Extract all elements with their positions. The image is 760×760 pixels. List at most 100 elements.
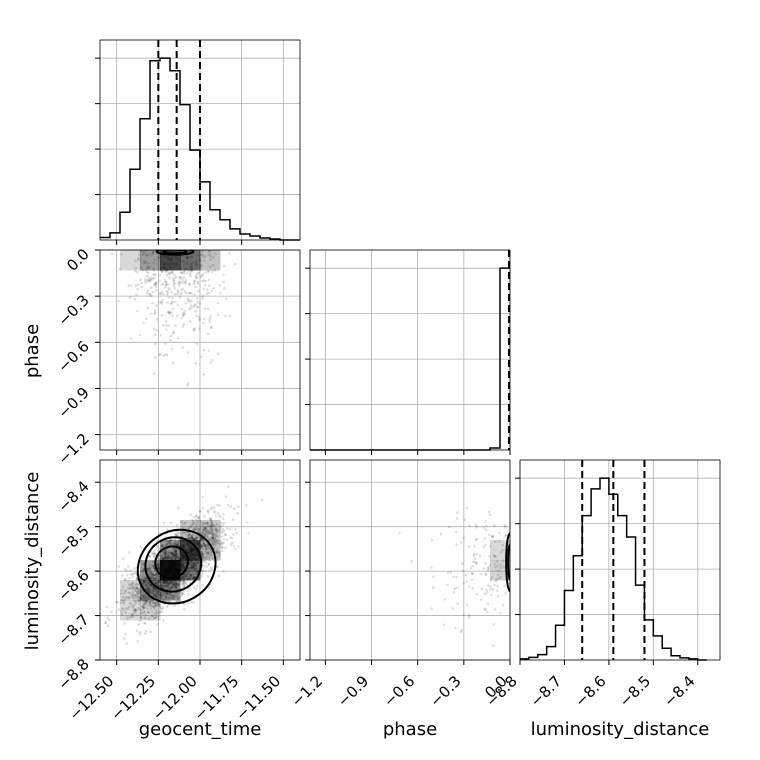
- scatter-point: [174, 553, 178, 557]
- scatter-point: [141, 253, 144, 256]
- scatter-point: [152, 579, 156, 582]
- scatter-point: [164, 540, 168, 543]
- scatter-point: [144, 317, 148, 321]
- scatter-point: [135, 592, 139, 595]
- scatter-point: [174, 583, 177, 587]
- scatter-point: [181, 314, 185, 317]
- scatter-point: [202, 560, 206, 563]
- scatter-point: [162, 354, 165, 358]
- scatter-point: [170, 586, 173, 589]
- scatter-point: [123, 622, 127, 625]
- scatter-point: [483, 592, 487, 595]
- scatter-point: [120, 253, 123, 256]
- scatter-point: [222, 280, 225, 284]
- scatter-point: [451, 607, 455, 610]
- scatter-point: [187, 382, 190, 385]
- scatter-point: [176, 542, 180, 546]
- scatter-point: [202, 259, 206, 263]
- scatter-point: [194, 309, 197, 313]
- scatter-point: [142, 610, 146, 614]
- scatter-point: [496, 584, 499, 588]
- scatter-point: [164, 554, 167, 558]
- scatter-point: [147, 253, 151, 256]
- scatter-point: [208, 569, 211, 572]
- scatter-point: [175, 553, 178, 557]
- scatter-point: [484, 562, 487, 565]
- scatter-point: [195, 537, 199, 541]
- scatter-point: [144, 267, 148, 271]
- scatter-point: [143, 575, 146, 579]
- scatter-point: [155, 581, 159, 584]
- scatter-point: [151, 573, 155, 577]
- scatter-point: [130, 593, 133, 597]
- scatter-point: [140, 611, 143, 615]
- scatter-point: [152, 555, 156, 559]
- scatter-point: [193, 279, 196, 283]
- scatter-point: [431, 586, 435, 589]
- scatter-point: [147, 560, 150, 564]
- scatter-point: [198, 509, 202, 513]
- scatter-point: [134, 600, 138, 603]
- scatter-point: [491, 644, 495, 648]
- scatter-point: [124, 596, 128, 599]
- scatter-point: [131, 584, 134, 588]
- scatter-point: [131, 613, 135, 616]
- scatter-point: [156, 564, 159, 567]
- scatter-point: [144, 259, 147, 263]
- scatter-point: [181, 287, 185, 291]
- scatter-point: [141, 602, 145, 605]
- scatter-point: [491, 534, 495, 538]
- scatter-point: [137, 606, 140, 610]
- scatter-point: [154, 588, 158, 592]
- scatter-point: [158, 595, 161, 598]
- scatter-point: [161, 593, 165, 597]
- scatter-point: [213, 540, 216, 544]
- scatter-point: [171, 270, 174, 274]
- scatter-point: [158, 300, 162, 304]
- scatter-point: [220, 546, 224, 549]
- scatter-point: [146, 606, 149, 610]
- scatter-point: [173, 549, 176, 553]
- scatter-point: [210, 532, 214, 536]
- scatter-point: [168, 592, 172, 595]
- scatter-point: [153, 587, 157, 591]
- scatter-point: [151, 593, 154, 596]
- scatter-point: [188, 300, 191, 304]
- scatter-point: [200, 550, 204, 554]
- scatter-point: [168, 587, 171, 591]
- scatter-point: [154, 281, 157, 284]
- scatter-point: [171, 556, 174, 560]
- scatter-point: [195, 276, 199, 279]
- scatter-point: [138, 571, 142, 575]
- scatter-point: [146, 271, 150, 275]
- scatter-point: [160, 544, 164, 548]
- scatter-point: [160, 583, 163, 587]
- scatter-point: [503, 523, 507, 527]
- scatter-point: [459, 541, 463, 544]
- scatter-point: [204, 526, 207, 530]
- scatter-point: [180, 271, 183, 274]
- scatter-point: [158, 580, 162, 584]
- scatter-point: [148, 266, 152, 269]
- scatter-point: [156, 580, 160, 584]
- scatter-point: [135, 309, 139, 313]
- scatter-point: [163, 580, 166, 583]
- scatter-point: [452, 590, 456, 594]
- scatter-point: [204, 551, 208, 554]
- scatter-point: [152, 592, 156, 596]
- scatter-point: [166, 542, 169, 545]
- scatter-point: [135, 586, 139, 590]
- scatter-point: [148, 566, 152, 570]
- scatter-point: [488, 533, 491, 537]
- scatter-point: [149, 575, 153, 578]
- scatter-point: [156, 546, 160, 550]
- scatter-point: [146, 586, 150, 590]
- scatter-point: [483, 607, 487, 611]
- scatter-point: [398, 531, 401, 535]
- scatter-point: [194, 536, 198, 539]
- scatter-point: [110, 610, 113, 614]
- scatter-point: [203, 543, 207, 547]
- scatter-point: [155, 595, 159, 599]
- scatter-point: [171, 581, 175, 585]
- scatter-point: [206, 530, 209, 534]
